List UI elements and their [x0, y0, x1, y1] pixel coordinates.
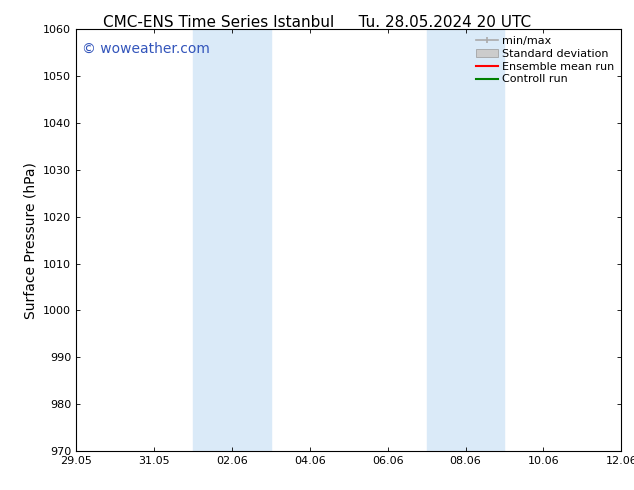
Y-axis label: Surface Pressure (hPa): Surface Pressure (hPa) — [23, 162, 37, 318]
Text: CMC-ENS Time Series Istanbul     Tu. 28.05.2024 20 UTC: CMC-ENS Time Series Istanbul Tu. 28.05.2… — [103, 15, 531, 30]
Bar — [193, 29, 271, 451]
Legend: min/max, Standard deviation, Ensemble mean run, Controll run: min/max, Standard deviation, Ensemble me… — [471, 32, 619, 89]
Text: © woweather.com: © woweather.com — [82, 42, 209, 56]
Bar — [427, 29, 505, 451]
